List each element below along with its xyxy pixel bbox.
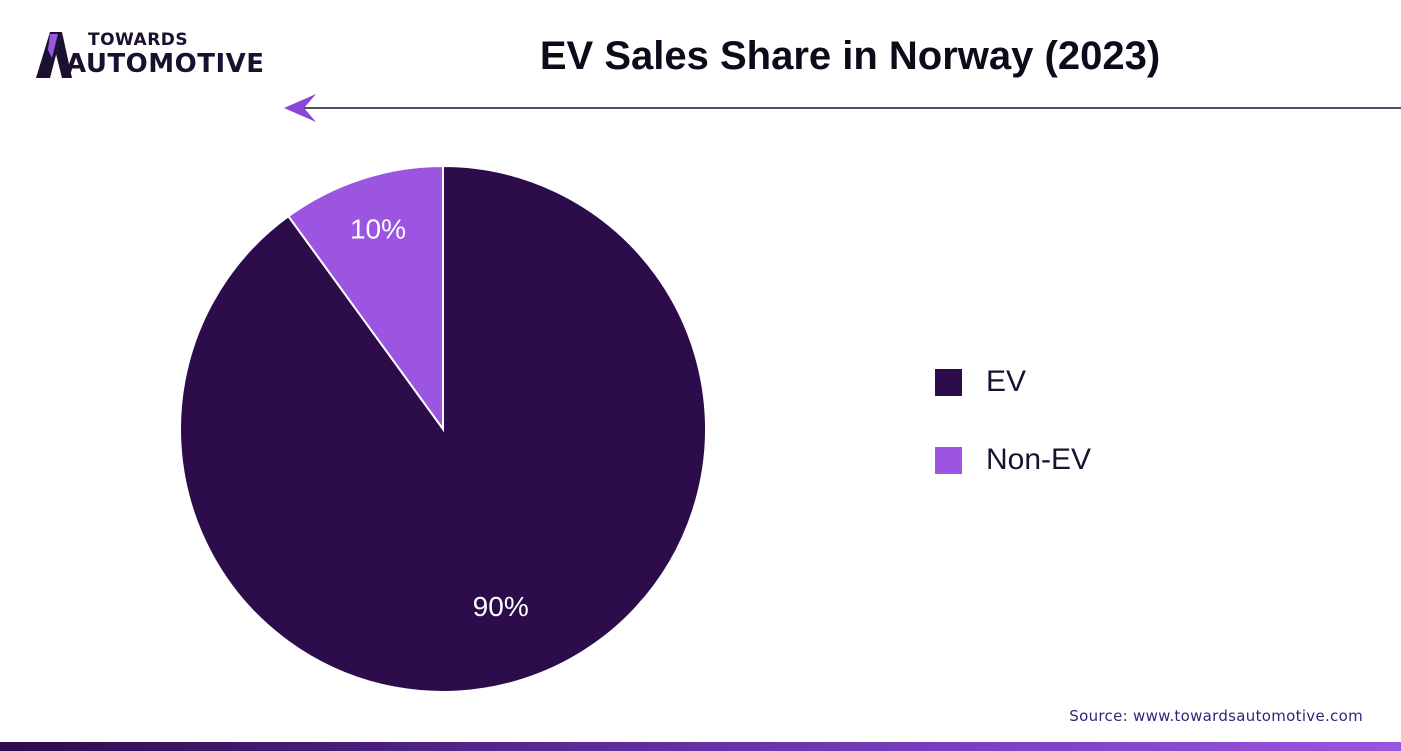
legend-swatch: [935, 368, 962, 396]
legend-swatch: [935, 446, 962, 474]
pie-slice-non-ev: [287, 164, 444, 433]
chart-title: EV Sales Share in Norway (2023): [539, 34, 1161, 78]
legend-label: Non-EV: [986, 443, 1092, 476]
footer-gradient-bar: [0, 742, 1401, 751]
brand-logo: TOWARDS AUTOMOTIVE: [36, 30, 286, 82]
source-text: Source: www.towardsautomotive.com: [1069, 707, 1363, 725]
header-divider: [284, 94, 1401, 122]
automotive-a-mark-icon: [36, 32, 72, 78]
legend-label: EV: [986, 365, 1027, 398]
arrow-left-icon[interactable]: [284, 94, 316, 122]
legend-item-ev: EV: [935, 365, 1091, 399]
logo-text-automotive: AUTOMOTIVE: [66, 49, 265, 79]
data-label-ev: 90%: [473, 591, 529, 622]
logo-text-towards: TOWARDS: [88, 30, 189, 50]
data-label-non-ev: 10%: [350, 213, 406, 244]
chart-legend: EV Non-EV: [935, 365, 1091, 521]
legend-item-non-ev: Non-EV: [935, 443, 1091, 477]
